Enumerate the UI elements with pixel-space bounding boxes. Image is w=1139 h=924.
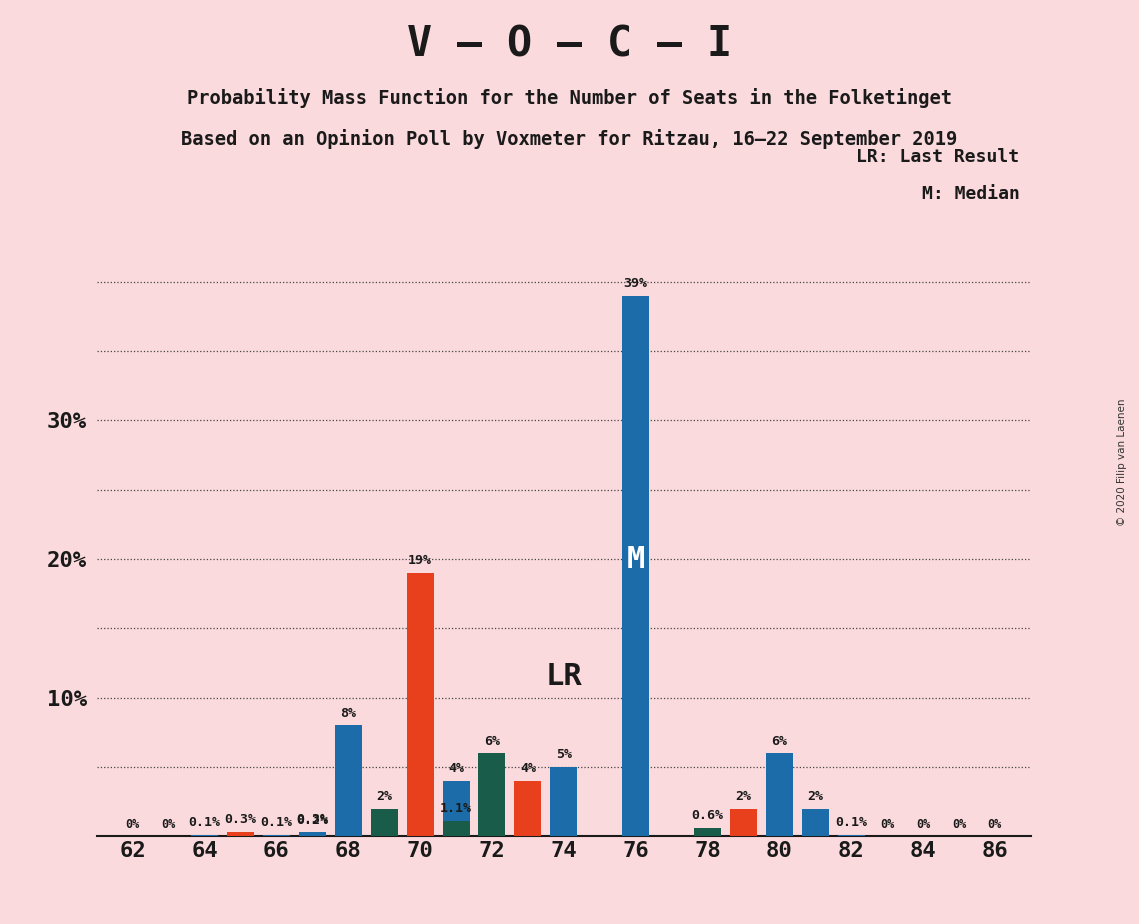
- Bar: [443, 781, 469, 836]
- Text: 0.1%: 0.1%: [835, 816, 867, 829]
- Text: Based on an Opinion Poll by Voxmeter for Ritzau, 16–22 September 2019: Based on an Opinion Poll by Voxmeter for…: [181, 129, 958, 150]
- Text: 0.2%: 0.2%: [296, 814, 328, 827]
- Text: 4%: 4%: [448, 762, 464, 775]
- Bar: [298, 833, 326, 836]
- Text: 0%: 0%: [162, 819, 175, 832]
- Text: V – O – C – I: V – O – C – I: [407, 23, 732, 65]
- Bar: [765, 753, 793, 836]
- Bar: [335, 725, 362, 836]
- Text: 0%: 0%: [125, 819, 140, 832]
- Text: 2%: 2%: [808, 790, 823, 803]
- Text: M: M: [626, 544, 645, 574]
- Bar: [478, 753, 506, 836]
- Bar: [730, 808, 757, 836]
- Text: © 2020 Filip van Laenen: © 2020 Filip van Laenen: [1117, 398, 1126, 526]
- Text: 0.3%: 0.3%: [296, 813, 328, 826]
- Text: 0%: 0%: [952, 819, 966, 832]
- Text: 2%: 2%: [736, 790, 752, 803]
- Bar: [837, 835, 865, 836]
- Bar: [622, 296, 649, 836]
- Text: 4%: 4%: [519, 762, 535, 775]
- Text: 0.3%: 0.3%: [224, 813, 256, 826]
- Bar: [298, 832, 326, 836]
- Bar: [443, 821, 469, 836]
- Text: 39%: 39%: [624, 277, 648, 290]
- Text: 19%: 19%: [408, 554, 432, 567]
- Bar: [370, 808, 398, 836]
- Bar: [515, 781, 541, 836]
- Bar: [802, 808, 829, 836]
- Text: 0%: 0%: [880, 819, 894, 832]
- Text: M: Median: M: Median: [921, 185, 1019, 202]
- Text: LR: Last Result: LR: Last Result: [857, 148, 1019, 165]
- Bar: [191, 835, 218, 836]
- Bar: [550, 767, 577, 836]
- Text: 5%: 5%: [556, 748, 572, 761]
- Text: 0.1%: 0.1%: [189, 816, 221, 829]
- Text: LR: LR: [546, 662, 582, 691]
- Bar: [407, 573, 434, 836]
- Text: 8%: 8%: [341, 707, 357, 720]
- Text: 0.6%: 0.6%: [691, 809, 723, 822]
- Text: Probability Mass Function for the Number of Seats in the Folketinget: Probability Mass Function for the Number…: [187, 88, 952, 108]
- Text: 6%: 6%: [484, 735, 500, 748]
- Bar: [263, 835, 290, 836]
- Text: 0%: 0%: [916, 819, 931, 832]
- Text: 6%: 6%: [771, 735, 787, 748]
- Text: 0.1%: 0.1%: [261, 816, 293, 829]
- Text: 1.1%: 1.1%: [440, 802, 472, 815]
- Text: 2%: 2%: [376, 790, 392, 803]
- Text: 0%: 0%: [988, 819, 1002, 832]
- Bar: [227, 832, 254, 836]
- Bar: [694, 828, 721, 836]
